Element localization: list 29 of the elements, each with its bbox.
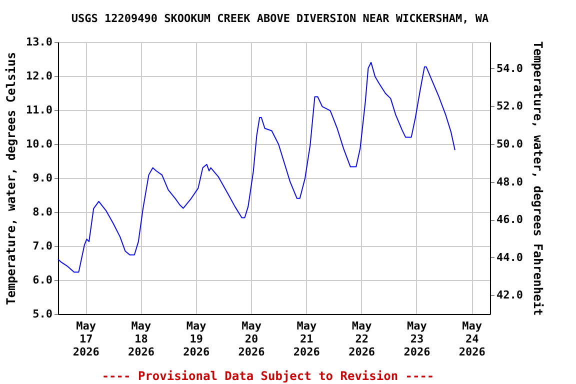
y-tick-label: 9.0 — [32, 172, 52, 184]
chart-title: USGS 12209490 SKOOKUM CREEK ABOVE DIVERSION NEAR WICKERSHAM, WA — [71, 12, 489, 25]
x-tick-label: May 21 2026 — [293, 320, 320, 358]
y-tick-label: 13.0 — [26, 36, 52, 48]
y-tick-label: 11.0 — [26, 104, 52, 116]
x-tick-label: May 23 2026 — [404, 320, 431, 358]
y2-tick-label: 44.0 — [496, 250, 523, 264]
x-tick-label: May 18 2026 — [128, 320, 155, 358]
x-tick-label: May 17 2026 — [72, 320, 100, 358]
x-tick-label: May 24 2026 — [458, 320, 486, 358]
y2-tick-label: 46.0 — [496, 213, 523, 226]
x-tick-label: May 22 2026 — [348, 320, 376, 358]
y-axis-title: Temperature, water, degrees Celsius — [4, 52, 18, 305]
text: ---- Provisional Data Subject to Revision ---- — [102, 369, 434, 383]
y2-tick-label: 42.0 — [496, 288, 523, 302]
y2-axis-title: Temperature, water, degrees Fahrenheit — [530, 41, 545, 316]
y2-tick-label: 48.0 — [496, 175, 523, 188]
line-series — [58, 62, 456, 273]
y-tick-label: 7.0 — [32, 240, 52, 252]
y-tick-label: 12.0 — [26, 70, 52, 82]
y-tick-label: 5.0 — [32, 308, 52, 320]
y2-tick-label: 50.0 — [496, 138, 523, 150]
x-tick-label: May 20 2026 — [238, 320, 266, 358]
x-tick-label: May 19 2026 — [183, 320, 210, 358]
y-tick-label: 8.0 — [32, 206, 52, 218]
y-tick-label: 6.0 — [32, 274, 52, 286]
y2-tick-label: 54.0 — [496, 62, 523, 75]
y2-tick-label: 52.0 — [496, 100, 523, 113]
y-tick-label: 10.0 — [26, 138, 52, 150]
